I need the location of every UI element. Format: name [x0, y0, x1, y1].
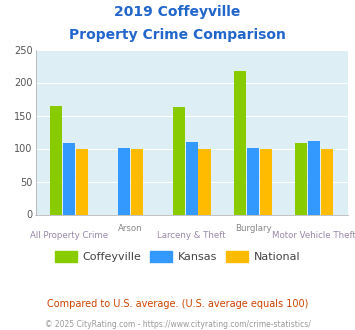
Text: Property Crime Comparison: Property Crime Comparison: [69, 28, 286, 42]
Text: 2019 Coffeyville: 2019 Coffeyville: [114, 5, 241, 19]
Bar: [321, 148, 333, 214]
Text: Burglary: Burglary: [235, 224, 271, 233]
Bar: [260, 148, 272, 214]
Bar: [295, 143, 307, 214]
Bar: [308, 141, 320, 214]
Bar: [234, 71, 246, 215]
Text: Compared to U.S. average. (U.S. average equals 100): Compared to U.S. average. (U.S. average …: [47, 299, 308, 309]
Text: Arson: Arson: [118, 224, 143, 233]
Bar: [131, 148, 143, 214]
Bar: [173, 107, 185, 214]
Bar: [76, 148, 88, 214]
Text: Larceny & Theft: Larceny & Theft: [157, 231, 226, 240]
Bar: [198, 148, 211, 214]
Legend: Coffeyville, Kansas, National: Coffeyville, Kansas, National: [50, 247, 305, 267]
Bar: [50, 106, 62, 214]
Bar: [247, 148, 259, 214]
Bar: [186, 142, 198, 214]
Bar: [118, 148, 130, 214]
Bar: [63, 143, 75, 214]
Text: Motor Vehicle Theft: Motor Vehicle Theft: [272, 231, 355, 240]
Text: All Property Crime: All Property Crime: [30, 231, 108, 240]
Text: © 2025 CityRating.com - https://www.cityrating.com/crime-statistics/: © 2025 CityRating.com - https://www.city…: [45, 320, 310, 329]
